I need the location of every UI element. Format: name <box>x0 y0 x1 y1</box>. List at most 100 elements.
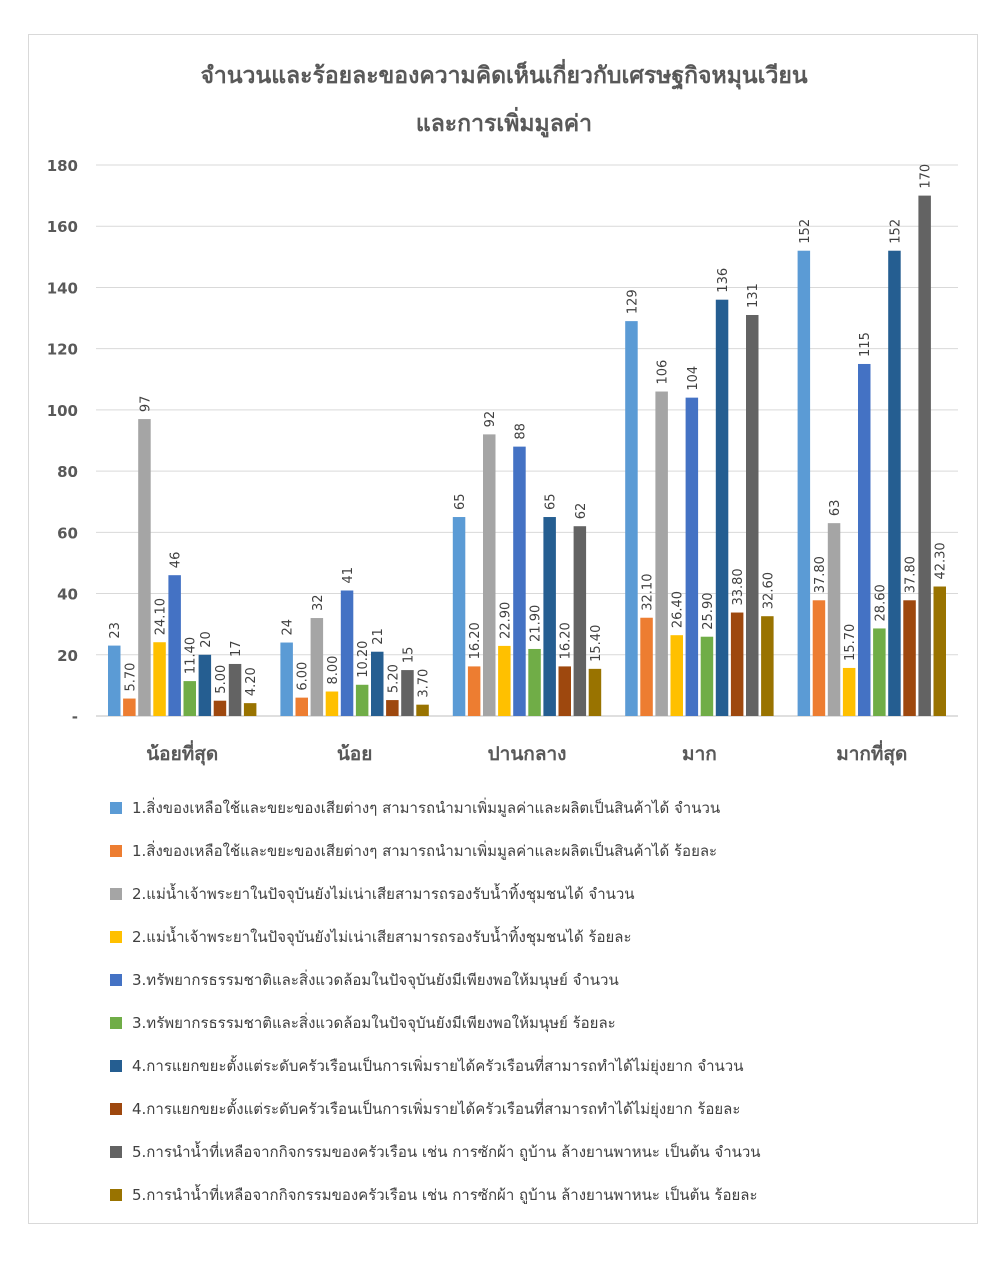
bar <box>543 517 556 716</box>
legend-item: 2.แม่น้ำเจ้าพระยาในปัจจุบันยังไม่เน่าเสี… <box>110 872 970 915</box>
bar <box>401 670 414 716</box>
data-label: 6.00 <box>296 662 311 691</box>
chart-title-line-1: จำนวนและร้อยละของความคิดเห็นเกี่ยวกับเศร… <box>200 63 808 89</box>
y-tick-label: 20 <box>57 647 78 665</box>
bar <box>797 250 811 716</box>
bar <box>715 299 729 716</box>
data-label: 24 <box>281 619 296 636</box>
data-label: 152 <box>888 219 903 244</box>
bar <box>168 575 181 716</box>
data-label: 106 <box>656 360 671 385</box>
bar <box>371 651 384 716</box>
data-label: 92 <box>483 411 498 428</box>
bar <box>827 523 841 716</box>
bar <box>670 635 683 716</box>
y-tick-label: 180 <box>47 157 78 175</box>
data-label: 32 <box>311 594 326 611</box>
data-label: 28.60 <box>873 584 888 621</box>
legend-swatch <box>110 1145 122 1158</box>
bar <box>655 391 668 716</box>
chart-title-line-2: และการเพิ่มมูลค่า <box>415 111 593 137</box>
bar <box>153 642 166 716</box>
bar <box>858 363 871 716</box>
bar <box>483 434 496 716</box>
legend-swatch <box>110 1102 122 1115</box>
data-label: 16.20 <box>468 622 483 659</box>
bar <box>325 691 339 716</box>
bar <box>625 321 638 716</box>
legend-label: 1.สิ่งของเหลือใช้และขยะของเสียต่างๆ สามา… <box>132 841 718 860</box>
y-tick-label: 40 <box>57 586 78 604</box>
legend-swatch <box>110 930 122 943</box>
legend-item: 1.สิ่งของเหลือใช้และขยะของเสียต่างๆ สามา… <box>110 786 970 829</box>
data-label: 17 <box>229 640 244 657</box>
legend-label: 2.แม่น้ำเจ้าพระยาในปัจจุบันยังไม่เน่าเสี… <box>132 884 635 903</box>
bar <box>198 654 212 716</box>
legend-label: 5.การนำน้ำที่เหลือจากกิจกรรมของครัวเรือน… <box>132 1185 758 1204</box>
bar <box>700 636 714 716</box>
legend-item: 5.การนำน้ำที่เหลือจากกิจกรรมของครัวเรือน… <box>110 1130 970 1173</box>
bar <box>355 684 369 716</box>
y-tick-label: 100 <box>47 402 78 420</box>
bar <box>138 419 151 716</box>
data-label: 15.70 <box>843 624 858 661</box>
legend-swatch <box>110 1016 122 1029</box>
bar <box>228 663 242 716</box>
data-label: 63 <box>828 500 843 517</box>
bar <box>873 628 886 716</box>
data-label: 20 <box>199 631 214 648</box>
bar <box>573 526 587 716</box>
data-label: 5.70 <box>123 663 138 692</box>
legend-item: 5.การนำน้ำที่เหลือจากกิจกรรมของครัวเรือน… <box>110 1173 970 1216</box>
data-label: 3.70 <box>417 669 432 698</box>
data-label: 23 <box>108 622 123 639</box>
bar <box>746 314 759 716</box>
x-category-label: น้อย <box>337 743 373 765</box>
bar <box>340 590 354 716</box>
bar <box>295 697 308 716</box>
legend-item: 4.การแยกขยะตั้งแต่ระดับครัวเรือนเป็นการเ… <box>110 1087 970 1130</box>
data-label: 46 <box>169 552 184 569</box>
legend-label: 4.การแยกขยะตั้งแต่ระดับครัวเรือนเป็นการเ… <box>132 1056 744 1075</box>
x-category-label: มากที่สุด <box>836 740 907 766</box>
data-label: 170 <box>919 164 934 189</box>
data-label: 65 <box>544 493 559 510</box>
data-label: 37.80 <box>904 556 919 593</box>
bar <box>933 586 946 716</box>
bar <box>761 616 774 716</box>
chart-title: จำนวนและร้อยละของความคิดเห็นเกี่ยวกับเศร… <box>0 52 1008 148</box>
data-label: 97 <box>138 396 153 413</box>
bar <box>528 648 541 716</box>
legend-swatch <box>110 801 122 814</box>
bar <box>310 618 324 716</box>
data-label: 25.90 <box>701 592 716 629</box>
data-label: 4.20 <box>244 667 259 696</box>
bar <box>685 397 699 716</box>
data-label: 11.40 <box>184 637 199 674</box>
bar <box>588 668 602 716</box>
bar <box>183 681 196 716</box>
data-label: 41 <box>341 567 356 584</box>
y-tick-label: 80 <box>57 463 78 481</box>
legend-label: 4.การแยกขยะตั้งแต่ระดับครัวเรือนเป็นการเ… <box>132 1099 741 1118</box>
legend-label: 5.การนำน้ำที่เหลือจากกิจกรรมของครัวเรือน… <box>132 1142 761 1161</box>
data-label: 26.40 <box>671 591 686 628</box>
y-tick-label: 60 <box>57 524 78 542</box>
y-tick-label: 120 <box>47 341 78 359</box>
bar <box>558 666 571 716</box>
legend-label: 3.ทรัพยากรธรรมชาติและสิ่งแวดล้อมในปัจจุบ… <box>132 1013 616 1032</box>
data-label: 21 <box>371 628 386 645</box>
bar <box>903 600 916 716</box>
bar <box>280 642 293 716</box>
legend-label: 1.สิ่งของเหลือใช้และขยะของเสียต่างๆ สามา… <box>132 798 721 817</box>
legend-swatch <box>110 844 122 857</box>
legend-swatch <box>110 887 122 900</box>
legend-item: 4.การแยกขยะตั้งแต่ระดับครัวเรือนเป็นการเ… <box>110 1044 970 1087</box>
bar <box>513 446 526 716</box>
chart-legend: 1.สิ่งของเหลือใช้และขยะของเสียต่างๆ สามา… <box>110 786 970 1216</box>
legend-swatch <box>110 1059 122 1072</box>
x-category-label: น้อยที่สุด <box>146 740 218 766</box>
y-tick-label: 160 <box>47 218 78 236</box>
data-label: 65 <box>453 493 468 510</box>
bar <box>918 195 931 717</box>
